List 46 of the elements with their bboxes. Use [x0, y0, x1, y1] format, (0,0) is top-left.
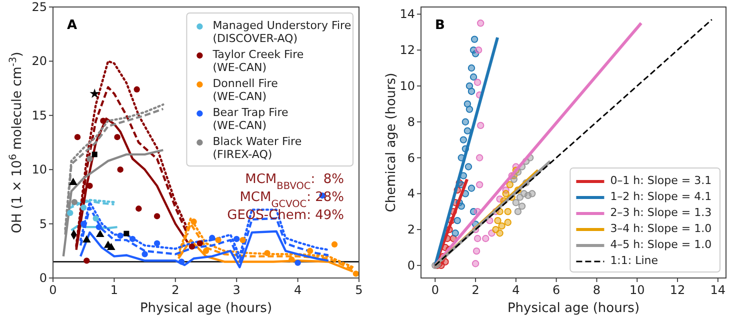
annotation: MCM$_{BBVOC}$: 8%	[245, 172, 344, 192]
y-tick-label: 5	[39, 216, 47, 231]
y-tick-label: 0	[39, 271, 47, 285]
legend-label: 1:1: Line	[610, 254, 658, 267]
legend-label: Black Water Fire (FIREX-AQ)	[212, 135, 302, 161]
y-tick-label: 6	[407, 150, 415, 165]
x-axis-title: Physical age (hours)	[140, 301, 272, 316]
y-tick-label: 15	[32, 108, 47, 122]
x-tick-label: 4	[294, 283, 302, 297]
x-tick-label: 8	[592, 283, 601, 297]
y-tick-label: 25	[32, 0, 47, 14]
legend-label: 1–2 h: Slope = 4.1	[610, 190, 712, 203]
text: A	[67, 18, 78, 33]
y-tick-label: 10	[32, 162, 47, 177]
legend-label: Taylor Creek Fire (WE-CAN)	[212, 48, 304, 74]
legend-label: 2–3 h: Slope = 1.3	[610, 206, 712, 219]
legend-label: Donnell Fire (WE-CAN)	[212, 77, 278, 103]
x-tick-label: 0	[49, 283, 57, 297]
x-tick-label: 5	[355, 283, 363, 297]
x-tick-label: 3	[232, 283, 240, 297]
x-tick-label: 10	[629, 283, 645, 297]
y-tick-label: 10	[400, 78, 415, 93]
y-tick-label: 0	[407, 258, 415, 272]
x-tick-label: 2	[472, 283, 480, 297]
legend-label: 3–4 h: Slope = 1.0	[610, 222, 712, 235]
y-axis-title: Chemical age (hours)	[384, 72, 399, 212]
y-tick-label: 12	[400, 43, 415, 58]
legend-label: 4–5 h: Slope = 1.0	[610, 238, 712, 251]
text: B	[435, 18, 445, 33]
legend-label: Managed Understory Fire (DISCOVER-AQ)	[212, 19, 352, 45]
y-tick-label: 4	[407, 186, 415, 201]
x-tick-label: 14	[710, 283, 726, 297]
y-tick-label: 14	[400, 7, 415, 22]
x-tick-label: 6	[552, 283, 560, 297]
annotation: MCM$_{GCVOC}$: 28%	[240, 190, 344, 210]
x-axis-title: Physical age (hours)	[507, 301, 640, 316]
x-tick-label: 12	[670, 283, 686, 297]
x-tick-label: 4	[512, 283, 520, 297]
y-tick-label: 8	[407, 114, 415, 129]
legend-label: Bear Trap Fire (WE-CAN)	[212, 106, 288, 132]
legend-label: 0–1 h: Slope = 3.1	[610, 174, 712, 187]
y-tick-label: 2	[407, 222, 415, 237]
y-tick-label: 20	[32, 54, 47, 68]
x-tick-label: 2	[172, 283, 180, 297]
x-tick-label: 1	[110, 283, 118, 297]
x-tick-label: 0	[431, 283, 439, 297]
